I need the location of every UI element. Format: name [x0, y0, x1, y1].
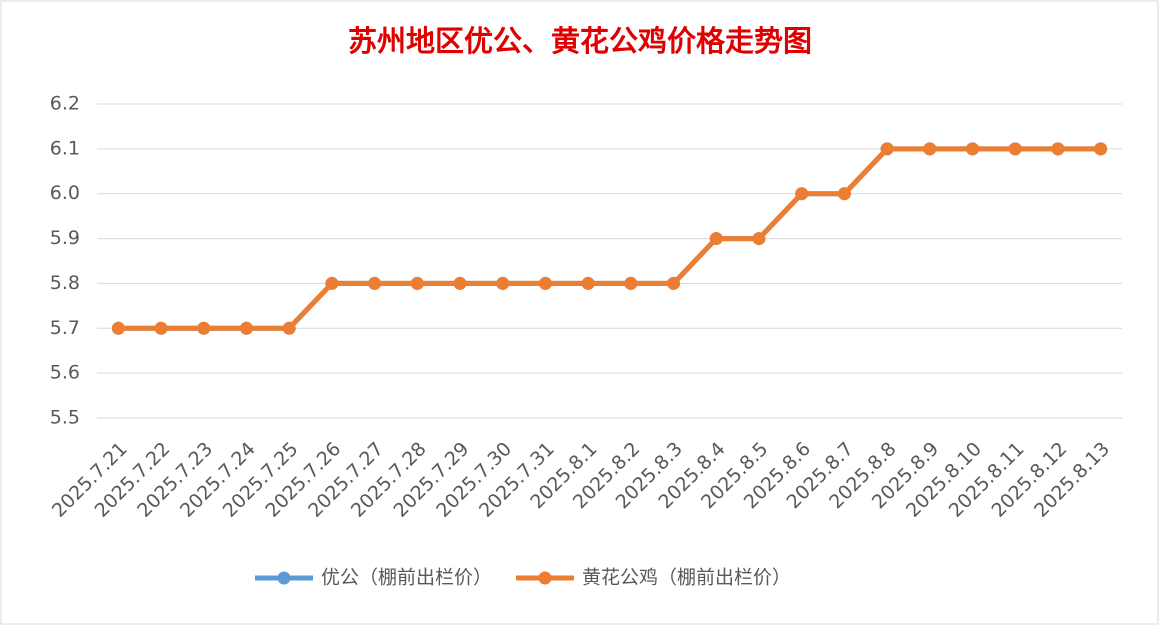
point [966, 142, 980, 156]
point [282, 321, 296, 335]
legend-marker [538, 571, 552, 585]
point [154, 321, 168, 335]
legend-label: 黄花公鸡（棚前出栏价） [582, 567, 791, 589]
y-tick-label: 5.8 [50, 272, 80, 294]
point [880, 142, 894, 156]
point [752, 232, 766, 246]
point [197, 321, 211, 335]
y-tick-label: 5.7 [50, 317, 80, 339]
y-tick-label: 6.1 [50, 137, 80, 159]
point [538, 276, 552, 290]
legend-marker [277, 571, 291, 585]
point [667, 276, 681, 290]
y-tick-label: 5.9 [50, 227, 80, 249]
point [453, 276, 467, 290]
legend-label: 优公（棚前出栏价） [321, 567, 492, 589]
point [325, 276, 339, 290]
legend-item: 黄花公鸡（棚前出栏价） [516, 567, 791, 589]
series-line [118, 146, 1101, 331]
y-tick-label: 6.0 [50, 182, 80, 204]
point [1008, 142, 1022, 156]
point [837, 187, 851, 201]
chart-title: 苏州地区优公、黄花公鸡价格走势图 [348, 24, 812, 58]
legend-item: 优公（棚前出栏价） [255, 567, 492, 589]
point [111, 321, 125, 335]
point [368, 276, 382, 290]
point [624, 276, 638, 290]
point [1051, 142, 1065, 156]
point [239, 321, 253, 335]
point [795, 187, 809, 201]
y-tick-label: 6.2 [50, 93, 80, 115]
point [709, 232, 723, 246]
point [581, 276, 595, 290]
y-tick-label: 5.5 [50, 407, 80, 429]
y-tick-label: 5.6 [50, 362, 80, 384]
point [410, 276, 424, 290]
point [496, 276, 510, 290]
point [1094, 142, 1108, 156]
point [923, 142, 937, 156]
